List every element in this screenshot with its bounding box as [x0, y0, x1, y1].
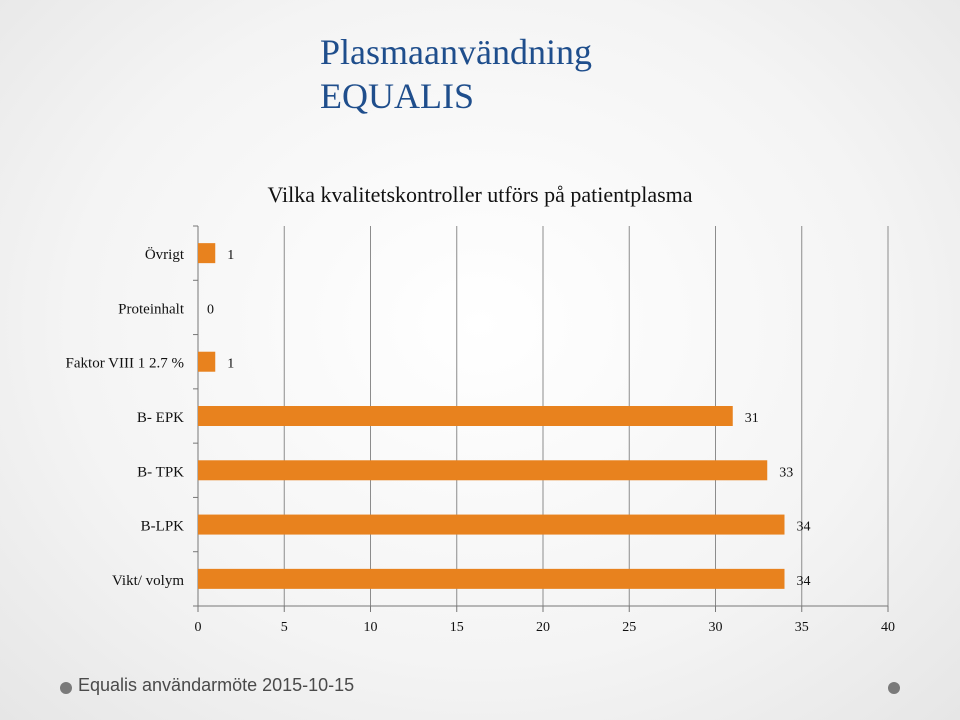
bar	[198, 243, 216, 264]
footer-bullet-left-icon	[60, 682, 72, 694]
data-label: 1	[227, 357, 234, 372]
x-tick-label: 10	[364, 620, 378, 635]
x-tick-label: 20	[536, 620, 550, 635]
data-label: 31	[745, 411, 759, 426]
footer-text: Equalis användarmöte 2015-10-15	[78, 675, 355, 695]
bar	[198, 514, 785, 535]
bar	[198, 460, 768, 481]
data-label: 34	[797, 520, 811, 535]
bar-chart: Vilka kvalitetskontroller utförs på pati…	[66, 182, 896, 635]
category-label: B- EPK	[137, 410, 184, 426]
category-label: B- TPK	[137, 464, 184, 480]
footer-bullet-right-icon	[888, 682, 900, 694]
slide-title-line-2: EQUALIS	[320, 76, 474, 116]
data-label: 0	[207, 302, 214, 317]
chart-tick-labels: 0 5 10 15 20 25 30 35 40	[195, 620, 896, 635]
x-tick-label: 0	[195, 620, 202, 635]
data-label: 34	[797, 574, 811, 589]
category-label: Vikt/ volym	[112, 573, 184, 589]
x-tick-label: 25	[622, 620, 636, 635]
slide-title-line-1: Plasmaanvändning	[320, 32, 592, 72]
x-tick-label: 5	[281, 620, 288, 635]
x-tick-label: 30	[709, 620, 723, 635]
x-tick-label: 35	[795, 620, 809, 635]
category-label: Övrigt	[145, 246, 185, 263]
category-label: Proteinhalt	[118, 301, 185, 317]
category-label: Faktor VIII 1 2.7 %	[66, 356, 184, 372]
chart-bars	[198, 243, 785, 589]
chart-data-labels: 1 0 1 31 33 34 34	[207, 248, 811, 589]
bar	[198, 351, 216, 372]
slide-footer: Equalis användarmöte 2015-10-15	[60, 672, 920, 702]
category-label: B-LPK	[141, 519, 185, 535]
x-tick-label: 15	[450, 620, 464, 635]
chart-category-labels: Övrigt Proteinhalt Faktor VIII 1 2.7 % B- E…	[66, 246, 185, 589]
x-tick-label: 40	[881, 620, 895, 635]
bar	[198, 568, 785, 589]
slide-title: Plasmaanvändning EQUALIS	[320, 30, 592, 118]
chart-title: Vilka kvalitetskontroller utförs på pati…	[267, 182, 692, 207]
bar	[198, 406, 733, 426]
data-label: 1	[227, 248, 234, 263]
data-label: 33	[779, 465, 793, 480]
